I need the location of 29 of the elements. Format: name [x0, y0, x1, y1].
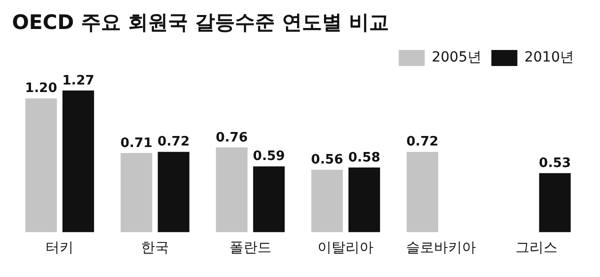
data-label: 0.59: [252, 149, 285, 164]
legend-label: 2010년: [524, 50, 574, 66]
chart-title: OECD 주요 회원국 갈등수준 연도별 비교: [12, 10, 389, 34]
data-label: 1.20: [25, 81, 58, 96]
data-label: 0.76: [216, 130, 248, 146]
data-label: 1.27: [62, 73, 94, 88]
bar: [216, 147, 248, 232]
bar: [311, 170, 343, 232]
x-tick-label: 이탈리아: [318, 240, 374, 256]
bar: [539, 173, 571, 232]
bar: [348, 167, 380, 232]
bar: [62, 90, 94, 232]
data-label: 0.58: [348, 150, 380, 166]
x-tick-label: 한국: [141, 240, 169, 256]
legend-label: 2005년: [432, 50, 482, 66]
data-label: 0.53: [538, 156, 571, 171]
data-label: 0.71: [120, 136, 152, 151]
x-tick-label: 그리스: [515, 240, 558, 256]
data-label: 0.72: [158, 134, 190, 150]
data-label: 0.56: [311, 152, 344, 168]
x-tick-label: 슬로바키아: [406, 240, 476, 256]
x-tick-label: 폴란드: [229, 240, 272, 256]
bar: [158, 152, 190, 232]
bar: [120, 152, 152, 232]
bar: [406, 152, 438, 232]
bar: [25, 98, 57, 232]
data-label: 0.72: [406, 134, 438, 150]
x-tick-label: 터키: [46, 240, 74, 256]
bar: [253, 166, 285, 232]
